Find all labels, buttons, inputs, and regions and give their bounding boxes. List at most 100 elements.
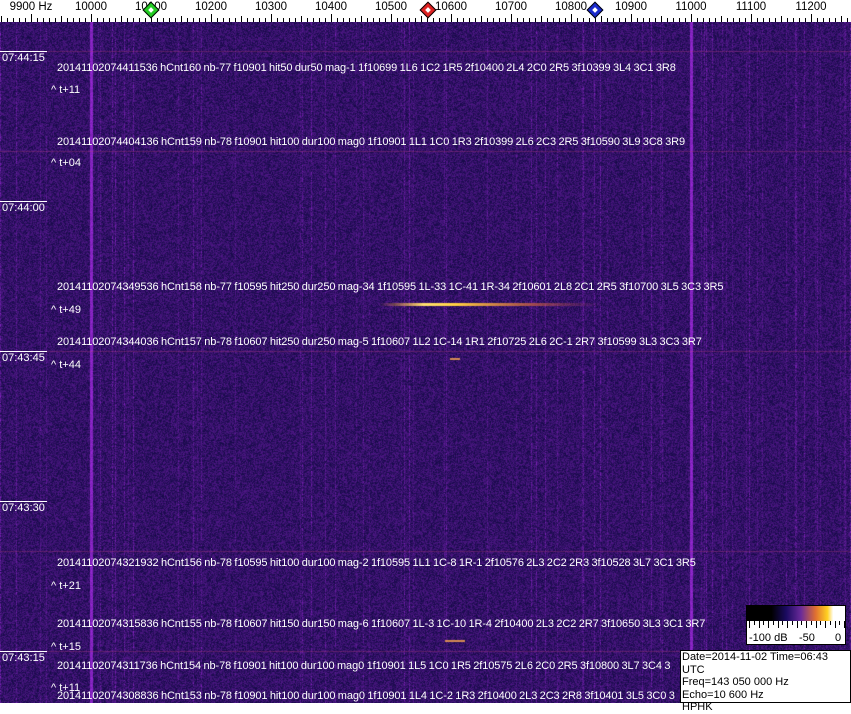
waterfall-display[interactable] [0, 22, 851, 703]
axis-tick [103, 18, 104, 22]
axis-tick [169, 18, 170, 22]
colorbar-tick [829, 621, 831, 625]
axis-tick [613, 18, 614, 22]
colorbar-tick [820, 621, 822, 625]
colorbar-tick [772, 621, 774, 625]
event-offset: ^ t+04 [51, 157, 81, 169]
colorbar-tick [777, 621, 779, 628]
axis-tick [151, 14, 152, 22]
event-offset: ^ t+44 [51, 359, 81, 371]
axis-tick [43, 18, 44, 22]
axis-tick [181, 16, 182, 22]
axis-tick [535, 18, 536, 22]
freq-label: 10700 [495, 1, 527, 13]
axis-tick [799, 18, 800, 22]
axis-tick [457, 18, 458, 22]
colorbar-tick [787, 621, 788, 628]
axis-tick [91, 14, 92, 22]
freq-label: 10300 [255, 1, 287, 13]
colorbar-tick [758, 621, 760, 628]
axis-tick [625, 18, 626, 22]
axis-tick [265, 18, 266, 22]
axis-tick [739, 18, 740, 22]
axis-tick [205, 18, 206, 22]
colorbar-gradient [747, 606, 845, 621]
axis-tick [295, 18, 296, 22]
axis-tick [397, 18, 398, 22]
axis-tick [289, 18, 290, 22]
axis-tick [349, 18, 350, 22]
axis-tick [85, 18, 86, 22]
freq-label: 10400 [315, 1, 347, 13]
axis-tick [337, 18, 338, 22]
freq-label: 10000 [75, 1, 107, 13]
axis-tick [697, 18, 698, 22]
axis-tick [409, 18, 410, 22]
axis-tick [115, 18, 116, 22]
axis-tick [805, 18, 806, 22]
axis-tick [751, 14, 752, 22]
axis-tick [139, 18, 140, 22]
axis-tick [517, 18, 518, 22]
axis-tick [607, 18, 608, 22]
axis-tick [55, 18, 56, 22]
axis-tick [97, 18, 98, 22]
colorbar-tick [753, 621, 755, 625]
axis-tick [253, 18, 254, 22]
axis-tick [835, 18, 836, 22]
axis-tick [841, 16, 842, 22]
info-panel: Date=2014-11-02 Time=06:43 UTC Freq=143 … [680, 650, 851, 713]
freq-label: 10200 [195, 1, 227, 13]
axis-tick [829, 18, 830, 22]
axis-tick [1, 16, 2, 22]
freq-label: 11200 [795, 1, 827, 13]
axis-tick [541, 16, 542, 22]
axis-tick [499, 18, 500, 22]
axis-tick [523, 18, 524, 22]
axis-tick [379, 18, 380, 22]
event-line: 20141102074311736 hCnt154 nb-78 f10901 h… [57, 660, 671, 672]
colorbar-tick [791, 621, 793, 625]
axis-tick [355, 18, 356, 22]
axis-tick [787, 18, 788, 22]
frequency-axis: 9900 Hz 10000 10100 10200 10300 10400 10… [0, 0, 851, 22]
event-offset: ^ t+21 [51, 580, 81, 592]
axis-tick [367, 18, 368, 22]
axis-tick [655, 18, 656, 22]
axis-tick [373, 18, 374, 22]
axis-tick [307, 18, 308, 22]
axis-tick [577, 18, 578, 22]
time-label: 07:43:15 [0, 651, 47, 664]
time-label: 07:43:30 [0, 501, 47, 514]
axis-tick [469, 18, 470, 22]
time-label: 07:43:45 [0, 351, 47, 364]
axis-tick [703, 18, 704, 22]
axis-tick [769, 18, 770, 22]
axis-tick [163, 18, 164, 22]
axis-tick [133, 18, 134, 22]
axis-tick [7, 18, 8, 22]
colorbar-label: -100 dB [749, 632, 788, 644]
axis-tick [709, 18, 710, 22]
freq-label: 11100 [735, 1, 767, 13]
info-freq: Freq=143 050 000 Hz [682, 676, 789, 688]
axis-tick [691, 14, 692, 22]
axis-tick [49, 18, 50, 22]
freq-label: 11000 [675, 1, 707, 13]
axis-tick [559, 18, 560, 22]
axis-tick [433, 18, 434, 22]
axis-tick [385, 18, 386, 22]
axis-tick [13, 18, 14, 22]
axis-tick [37, 18, 38, 22]
axis-tick [301, 16, 302, 22]
axis-tick [415, 18, 416, 22]
axis-tick [775, 18, 776, 22]
axis-tick [247, 18, 248, 22]
axis-tick [601, 16, 602, 22]
event-line: 20141102074411536 hCnt160 nb-77 f10901 h… [57, 62, 676, 74]
axis-tick [679, 18, 680, 22]
colorbar-tick [763, 621, 765, 625]
axis-tick [109, 18, 110, 22]
axis-tick [313, 18, 314, 22]
event-line: 20141102074308836 hCnt153 nb-78 f10901 h… [57, 690, 675, 702]
